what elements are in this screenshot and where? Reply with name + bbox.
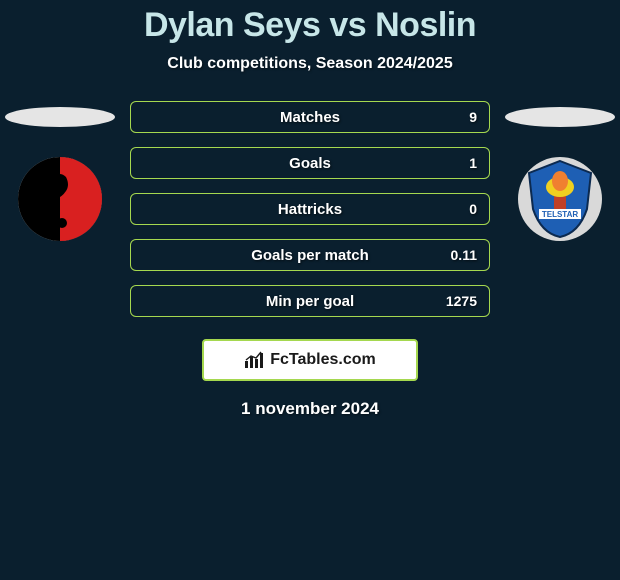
stat-value: 0	[469, 201, 477, 217]
stat-value: 9	[469, 109, 477, 125]
stat-row-min-per-goal: Min per goal 1275	[130, 285, 490, 317]
fctables-label: FcTables.com	[270, 351, 376, 369]
stat-label: Matches	[280, 109, 340, 126]
fctables-branding[interactable]: FcTables.com	[202, 339, 418, 381]
player-left-col	[0, 101, 120, 241]
stat-row-goals: Goals 1	[130, 147, 490, 179]
subtitle: Club competitions, Season 2024/2025	[0, 55, 620, 73]
stat-row-matches: Matches 9	[130, 101, 490, 133]
stat-value: 1	[469, 155, 477, 171]
stat-row-goals-per-match: Goals per match 0.11	[130, 239, 490, 271]
stat-label: Goals	[289, 155, 331, 172]
svg-text:TELSTAR: TELSTAR	[542, 210, 579, 219]
page-title: Dylan Seys vs Noslin	[0, 0, 620, 45]
stat-value: 0.11	[451, 247, 477, 263]
helmond-crest-icon	[18, 157, 102, 241]
stat-label: Hattricks	[278, 201, 342, 218]
stat-label: Goals per match	[251, 247, 369, 264]
stat-value: 1275	[446, 293, 477, 309]
player-left-silhouette	[5, 107, 115, 127]
stat-label: Min per goal	[266, 293, 354, 310]
player-right-col: TELSTAR	[500, 101, 620, 241]
footer-date: 1 november 2024	[0, 399, 620, 419]
stat-row-hattricks: Hattricks 0	[130, 193, 490, 225]
club-crest-right: TELSTAR	[518, 157, 602, 241]
player-right-silhouette	[505, 107, 615, 127]
club-crest-left	[18, 157, 102, 241]
stats-column: Matches 9 Goals 1 Hattricks 0 Goals per …	[130, 101, 490, 317]
comparison-row: Matches 9 Goals 1 Hattricks 0 Goals per …	[0, 101, 620, 317]
bar-chart-icon	[244, 351, 266, 369]
telstar-crest-icon: TELSTAR	[525, 159, 595, 239]
